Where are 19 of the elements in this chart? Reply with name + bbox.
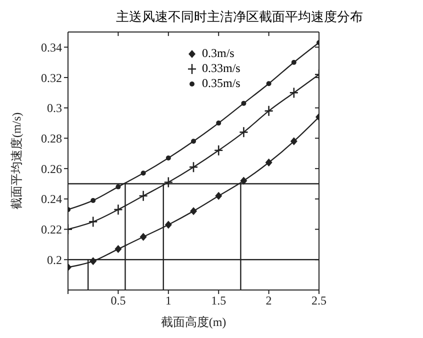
y-tick-label: 0.26	[41, 162, 62, 176]
x-tick-label: 0.5	[110, 294, 126, 308]
legend-label: 0.35m/s	[202, 76, 240, 91]
x-tick-label: 2.5	[312, 294, 326, 308]
y-tick-label: 0.24	[41, 192, 62, 206]
y-tick-label: 0.3	[47, 101, 62, 116]
x-tick-label: 2	[266, 294, 272, 308]
y-tick-label: 0.2	[47, 252, 62, 267]
y-tick-label: 0.34	[41, 40, 62, 54]
y-tick-label: 0.28	[41, 131, 62, 146]
legend-label: 0.33m/s	[202, 61, 240, 76]
x-axis-title: 截面高度(m)	[160, 315, 226, 329]
y-tick-label: 0.32	[41, 70, 62, 85]
legend-label: 0.3m/s	[202, 46, 234, 61]
x-tick-label: 1.5	[211, 294, 226, 308]
x-tick-label: 1	[165, 294, 172, 308]
y-axis-title: 截面平均速度(m/s)	[9, 112, 24, 210]
chart-title: 主送风速不同时主洁净区截面平均速度分布	[115, 8, 364, 24]
y-tick-label: 0.22	[41, 222, 62, 237]
